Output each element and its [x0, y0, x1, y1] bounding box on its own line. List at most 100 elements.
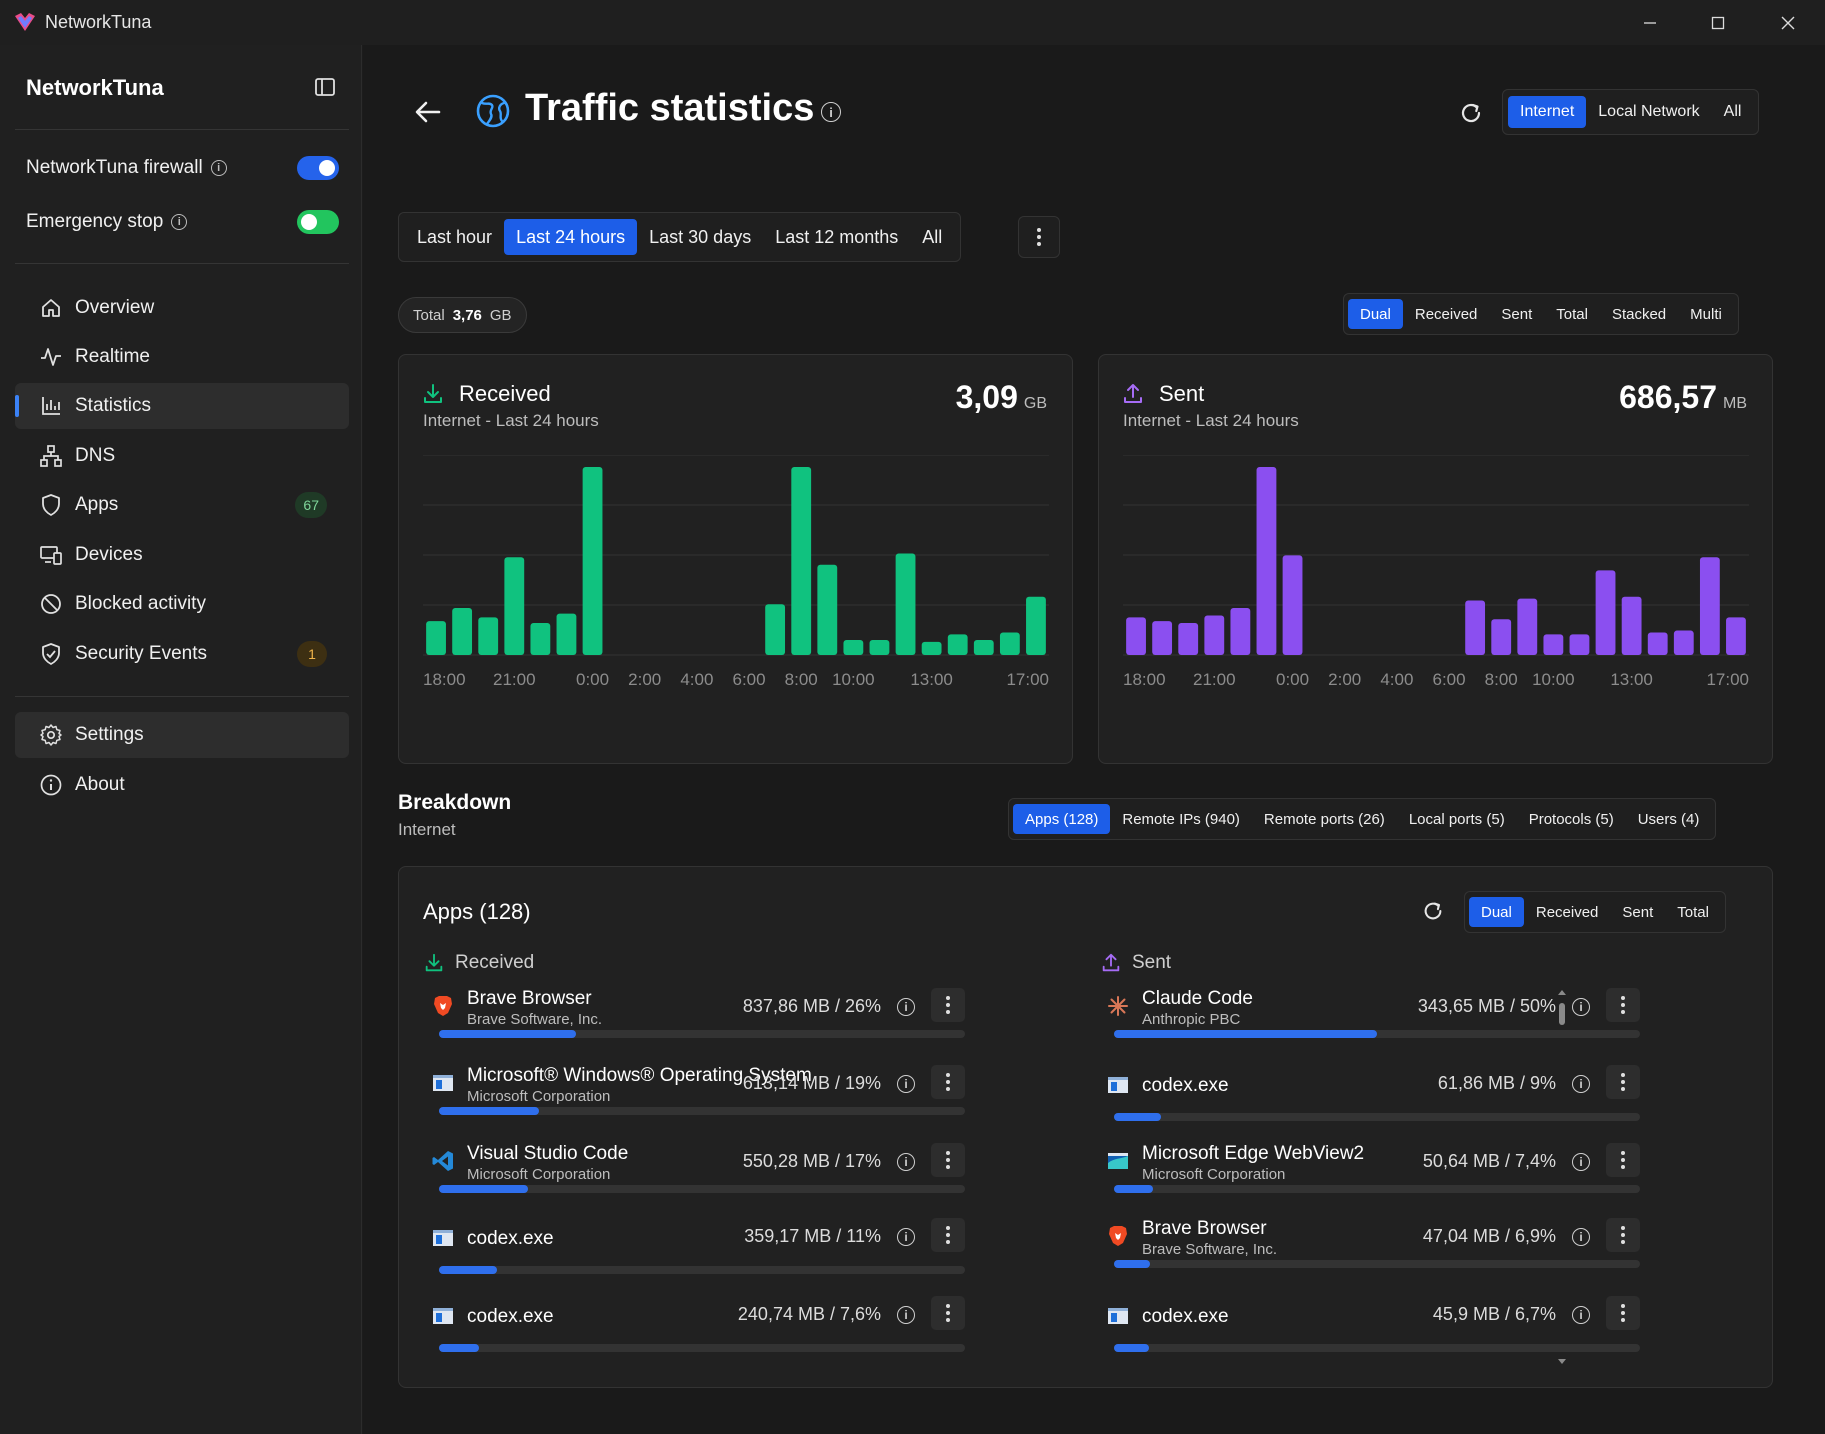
- chart-bar[interactable]: [895, 553, 916, 655]
- sidebar-item-settings[interactable]: Settings: [15, 712, 349, 758]
- info-icon[interactable]: i: [1572, 1306, 1590, 1324]
- apps-mode-total[interactable]: Total: [1677, 903, 1709, 921]
- sidebar-item-blocked-activity[interactable]: Blocked activity: [15, 581, 349, 627]
- chart-bar[interactable]: [973, 639, 994, 655]
- sidebar-item-dns[interactable]: DNS: [15, 433, 349, 479]
- firewall-info-icon[interactable]: i: [210, 160, 227, 176]
- chart-bar[interactable]: [791, 467, 812, 655]
- sidebar-item-overview[interactable]: Overview: [15, 285, 349, 331]
- chart-bar[interactable]: [1699, 557, 1720, 655]
- info-icon[interactable]: i: [1572, 1153, 1590, 1171]
- row-more-button[interactable]: [931, 988, 965, 1022]
- app-row[interactable]: Brave Browser Brave Software, Inc. 837,86 …: [431, 988, 965, 1062]
- chart-bar[interactable]: [1543, 634, 1564, 655]
- sidebar-item-realtime[interactable]: Realtime: [15, 334, 349, 380]
- scope-option-internet[interactable]: Internet: [1508, 96, 1587, 128]
- chart-bar[interactable]: [530, 623, 551, 655]
- chart-bar[interactable]: [765, 604, 786, 655]
- chart-bar[interactable]: [1517, 598, 1538, 655]
- sidebar-item-security-events[interactable]: Security Events 1: [15, 631, 349, 677]
- chart-bar[interactable]: [1726, 617, 1746, 655]
- firewall-switch[interactable]: [297, 156, 339, 180]
- apps-mode-sent[interactable]: Sent: [1622, 903, 1654, 921]
- app-row[interactable]: Visual Studio Code Microsoft Corporation 5…: [431, 1143, 965, 1217]
- emergency-stop-switch[interactable]: [297, 210, 339, 234]
- app-row[interactable]: Microsoft® Windows® Operating System Micr…: [431, 1065, 965, 1139]
- app-row[interactable]: codex.exe 240,74 MB / 7,6% i: [431, 1296, 965, 1370]
- tab-apps[interactable]: Apps (128): [1013, 804, 1111, 834]
- range-last-hour[interactable]: Last hour: [417, 226, 493, 247]
- tab-remote-ips[interactable]: Remote IPs (940): [1122, 810, 1240, 828]
- row-more-button[interactable]: [1606, 1143, 1640, 1177]
- chart-bar[interactable]: [1282, 555, 1303, 655]
- chart-bar[interactable]: [556, 613, 577, 655]
- sidebar-item-devices[interactable]: Devices: [15, 532, 349, 578]
- info-icon[interactable]: i: [897, 1306, 915, 1324]
- chart-bar[interactable]: [452, 608, 473, 655]
- range-all[interactable]: All: [922, 226, 943, 247]
- sidebar-toggle-icon[interactable]: [313, 75, 337, 99]
- row-more-button[interactable]: [1606, 988, 1640, 1022]
- title-info-icon[interactable]: i: [821, 102, 841, 122]
- chart-bar[interactable]: [1621, 596, 1642, 655]
- refresh-icon[interactable]: [1458, 100, 1484, 126]
- maximize-button[interactable]: [1683, 0, 1753, 45]
- chart-bar[interactable]: [1126, 617, 1146, 655]
- mode-dual[interactable]: Dual: [1348, 299, 1403, 329]
- tab-users[interactable]: Users (4): [1637, 810, 1700, 828]
- row-more-button[interactable]: [931, 1065, 965, 1099]
- range-last-30-days[interactable]: Last 30 days: [649, 226, 752, 247]
- info-icon[interactable]: i: [1572, 1228, 1590, 1246]
- sidebar-item-about[interactable]: About: [15, 762, 349, 808]
- chart-bar[interactable]: [869, 639, 890, 655]
- chart-bar[interactable]: [999, 632, 1020, 655]
- row-more-button[interactable]: [931, 1218, 965, 1252]
- chart-bar[interactable]: [1647, 632, 1668, 655]
- row-more-button[interactable]: [931, 1296, 965, 1330]
- scope-option-local-network[interactable]: Local Network: [1598, 103, 1700, 120]
- mode-stacked[interactable]: Stacked: [1611, 305, 1667, 323]
- app-row[interactable]: codex.exe 61,86 MB / 9% i: [1106, 1065, 1640, 1139]
- chart-bar[interactable]: [582, 467, 603, 655]
- mode-total[interactable]: Total: [1556, 305, 1588, 323]
- mode-sent[interactable]: Sent: [1501, 305, 1533, 323]
- app-row[interactable]: codex.exe 359,17 MB / 11% i: [431, 1218, 965, 1292]
- chart-bar[interactable]: [1230, 608, 1251, 655]
- chart-bar[interactable]: [426, 621, 446, 655]
- chart-bar[interactable]: [843, 639, 864, 655]
- range-last-24-hours[interactable]: Last 24 hours: [504, 219, 638, 255]
- info-icon[interactable]: i: [1572, 998, 1590, 1016]
- minimize-button[interactable]: [1615, 0, 1685, 45]
- app-row[interactable]: Claude Code Anthropic PBC 343,65 MB / 50% i: [1106, 988, 1640, 1062]
- back-arrow-icon[interactable]: [413, 97, 443, 127]
- chart-bar[interactable]: [947, 634, 968, 655]
- range-last-12-months[interactable]: Last 12 months: [775, 226, 899, 247]
- chart-bar[interactable]: [478, 617, 499, 655]
- chart-bar[interactable]: [1491, 619, 1512, 655]
- chart-bar[interactable]: [1026, 596, 1046, 655]
- tab-remote-ports[interactable]: Remote ports (26): [1263, 810, 1385, 828]
- chart-bar[interactable]: [1204, 615, 1225, 655]
- chart-bar[interactable]: [1569, 634, 1590, 655]
- chart-bar[interactable]: [1595, 570, 1616, 655]
- mode-received[interactable]: Received: [1414, 305, 1478, 323]
- info-icon[interactable]: i: [897, 1228, 915, 1246]
- chart-bar[interactable]: [921, 641, 942, 655]
- close-button[interactable]: [1753, 0, 1823, 45]
- chart-bar[interactable]: [504, 557, 525, 655]
- info-icon[interactable]: i: [897, 1075, 915, 1093]
- apps-mode-dual[interactable]: Dual: [1469, 897, 1524, 927]
- sidebar-item-statistics[interactable]: Statistics: [15, 383, 349, 429]
- row-more-button[interactable]: [1606, 1065, 1640, 1099]
- info-icon[interactable]: i: [1572, 1075, 1590, 1093]
- chart-bar[interactable]: [1465, 600, 1486, 655]
- apps-refresh-icon[interactable]: [1421, 899, 1445, 923]
- apps-mode-received[interactable]: Received: [1535, 903, 1599, 921]
- chart-bar[interactable]: [1178, 623, 1199, 655]
- sidebar-item-apps[interactable]: Apps 67: [15, 482, 349, 528]
- chart-bar[interactable]: [1673, 630, 1694, 655]
- tab-local-ports[interactable]: Local ports (5): [1408, 810, 1505, 828]
- row-more-button[interactable]: [1606, 1296, 1640, 1330]
- chart-bar[interactable]: [817, 564, 838, 655]
- range-more-button[interactable]: [1018, 216, 1060, 258]
